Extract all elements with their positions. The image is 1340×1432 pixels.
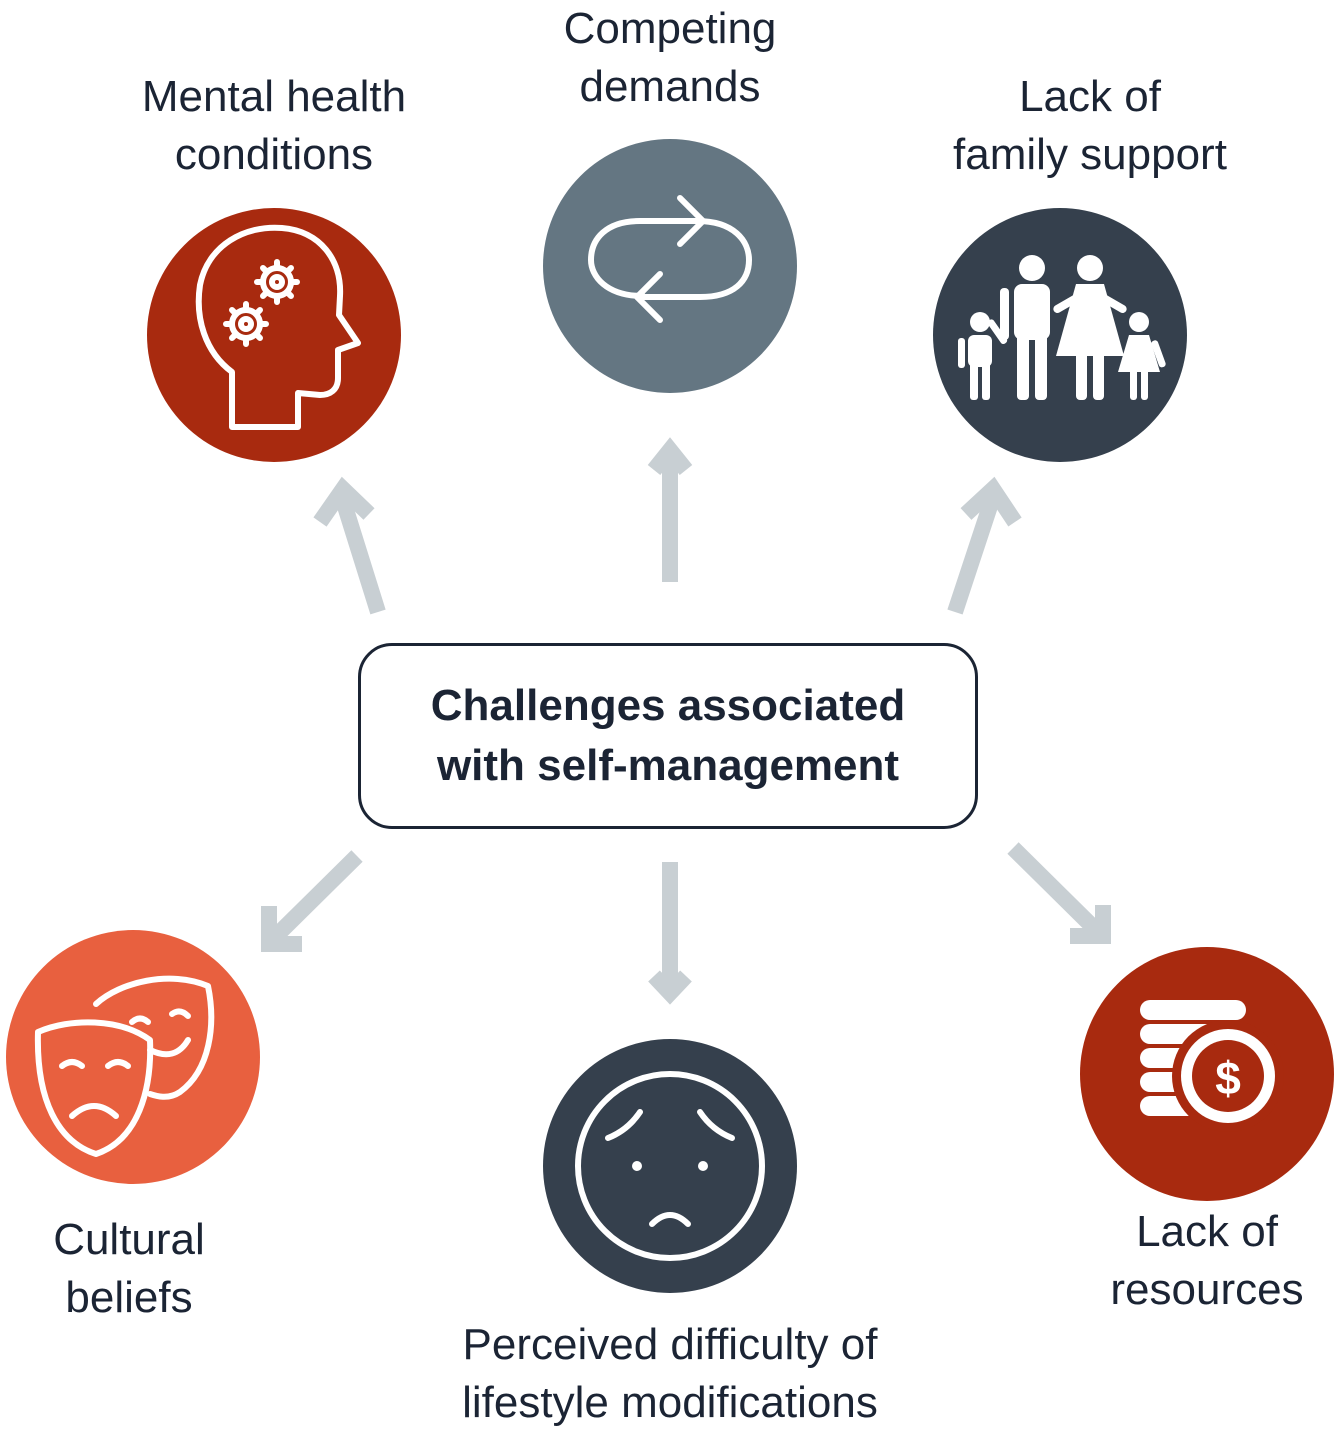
label-cultural-beliefs: Cultural beliefs	[0, 1211, 258, 1327]
family-icon	[958, 255, 1166, 400]
label-perceived-difficulty: Perceived difficulty of lifestyle modifi…	[410, 1316, 930, 1432]
node-lack-of-resources: $	[1080, 947, 1334, 1201]
cultural-beliefs-circle	[6, 930, 260, 1184]
center-challenges-box: Challenges associated with self-manageme…	[358, 643, 978, 829]
label-line: beliefs	[65, 1273, 193, 1322]
arrow-to-mental-health	[313, 476, 386, 615]
node-family-support	[933, 208, 1187, 462]
theater-masks-icon	[34, 975, 215, 1157]
label-competing-demands: Competing demands	[510, 0, 830, 116]
node-mental-health	[147, 208, 401, 462]
label-line: Perceived difficulty of	[462, 1320, 878, 1369]
arrows	[261, 437, 1111, 1005]
perceived-difficulty-circle	[543, 1039, 797, 1293]
label-line: resources	[1110, 1265, 1304, 1314]
label-mental-health: Mental health conditions	[104, 68, 444, 184]
competing-demands-circle	[543, 139, 797, 393]
gear-icon	[254, 259, 300, 305]
coins-dollar-icon: $	[1140, 1000, 1284, 1132]
label-line: Lack of	[1136, 1207, 1278, 1256]
family-support-circle	[933, 208, 1187, 462]
mental-health-circle	[147, 208, 401, 462]
label-line: Mental health	[141, 72, 407, 121]
label-line: family support	[953, 130, 1227, 179]
label-line: Competing	[563, 4, 777, 53]
label-line: conditions	[174, 130, 374, 179]
label-line: lifestyle modifications	[462, 1378, 878, 1427]
node-perceived-difficulty	[543, 1039, 797, 1293]
head-gears-icon	[195, 224, 361, 430]
label-family-support: Lack of family support	[910, 68, 1270, 184]
center-title-line: with self-management	[436, 741, 900, 790]
center-title-line: Challenges associated	[430, 681, 906, 730]
label-line: Lack of	[1019, 72, 1161, 121]
arrow-to-cultural-beliefs	[261, 850, 363, 952]
gear-icon	[223, 301, 269, 347]
arrow-to-perceived-difficulty	[648, 862, 692, 1005]
label-lack-of-resources: Lack of resources	[1080, 1203, 1334, 1319]
label-line: Cultural	[53, 1215, 205, 1264]
arrow-to-competing-demands	[647, 437, 693, 582]
node-cultural-beliefs	[6, 930, 260, 1184]
dollar-sign-icon: $	[1215, 1052, 1241, 1104]
node-competing-demands	[543, 139, 797, 393]
arrow-to-lack-of-resources	[1007, 842, 1111, 944]
worried-face-icon	[575, 1071, 765, 1261]
cycle-arrows-icon	[588, 195, 752, 323]
label-line: demands	[579, 62, 761, 111]
arrow-to-family-support	[947, 476, 1022, 615]
